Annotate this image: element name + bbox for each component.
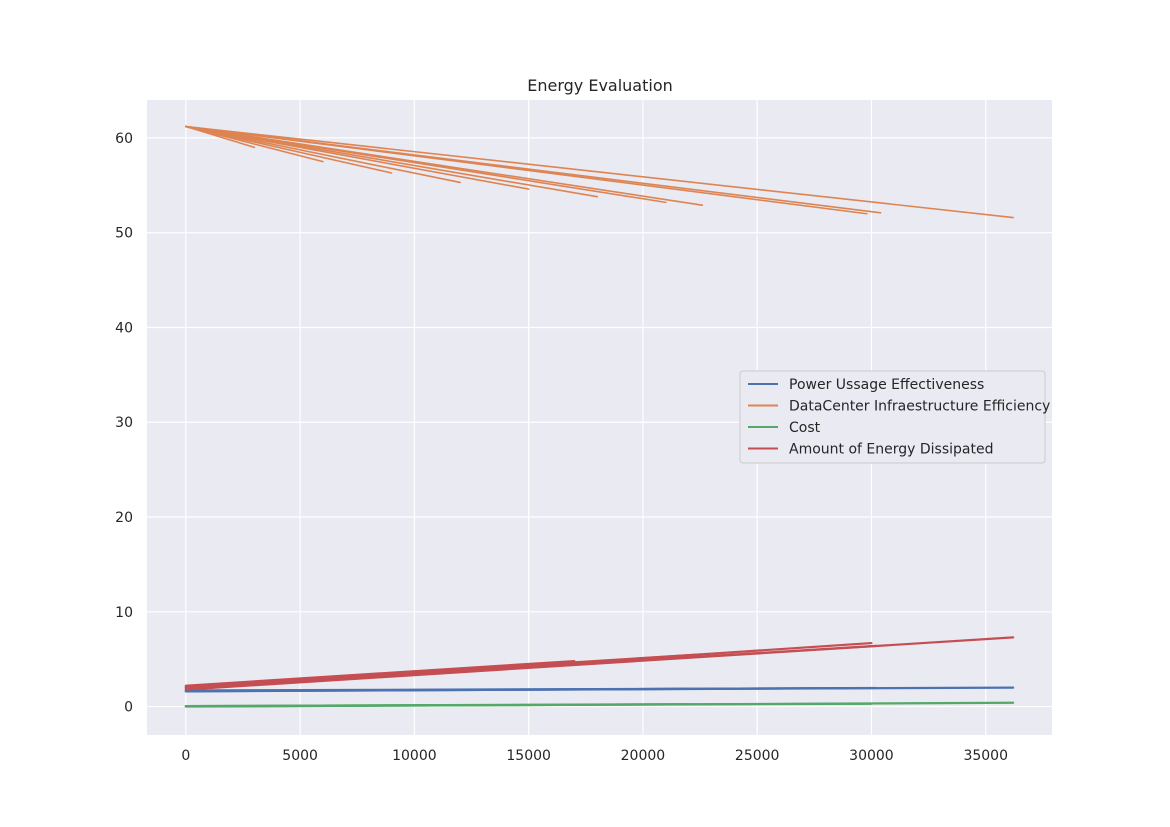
y-tick-label: 60: [115, 131, 133, 147]
legend-box: [739, 370, 1046, 464]
y-tick-label: 0: [124, 700, 133, 716]
series-line-segment: [185, 125, 256, 149]
series-0: [184, 686, 1015, 693]
legend: Power Ussage Effectiveness DataCenter Inf…: [739, 370, 1050, 464]
x-tick-label: 5000: [282, 748, 318, 764]
series-line-segment: [184, 687, 690, 692]
y-tick-label: 40: [115, 320, 133, 336]
x-tick-label: 15000: [506, 748, 551, 764]
series-3: [184, 636, 1015, 691]
series-line-segment: [184, 704, 450, 708]
series-line-segment: [185, 125, 667, 204]
legend-label: Cost: [789, 420, 821, 436]
series-line-segment: [184, 668, 462, 689]
series-line-segment: [185, 125, 1014, 219]
x-axis-ticks: 0 5000 10000 15000 20000 25000 30000 35000: [181, 748, 1008, 764]
x-tick-label: 20000: [621, 748, 666, 764]
x-tick-label: 10000: [392, 748, 437, 764]
y-tick-label: 20: [115, 510, 133, 526]
series-line-segment: [184, 659, 576, 687]
chart-title: Energy Evaluation: [527, 76, 673, 95]
x-tick-label: 0: [181, 748, 190, 764]
x-tick-label: 30000: [849, 748, 894, 764]
series-layer: [184, 125, 1015, 708]
x-tick-label: 25000: [735, 748, 780, 764]
y-tick-label: 50: [115, 226, 133, 242]
series-line-segment: [185, 125, 868, 215]
legend-label: DataCenter Infraestructure Efficiency: [789, 399, 1050, 415]
series-line-segment: [185, 125, 393, 174]
series-line-segment: [185, 125, 461, 184]
series-2: [184, 701, 1015, 708]
series-1: [185, 125, 1014, 219]
y-tick-label: 10: [115, 605, 133, 621]
y-tick-label: 30: [115, 415, 133, 431]
series-line-segment: [185, 125, 599, 198]
y-axis-ticks: 0 10 20 30 40 50 60: [115, 131, 133, 716]
x-tick-label: 35000: [963, 748, 1008, 764]
series-line-segment: [185, 125, 530, 190]
legend-label: Power Ussage Effectiveness: [789, 377, 984, 393]
series-line-segment: [185, 125, 324, 163]
legend-label: Amount of Energy Dissipated: [789, 442, 993, 458]
